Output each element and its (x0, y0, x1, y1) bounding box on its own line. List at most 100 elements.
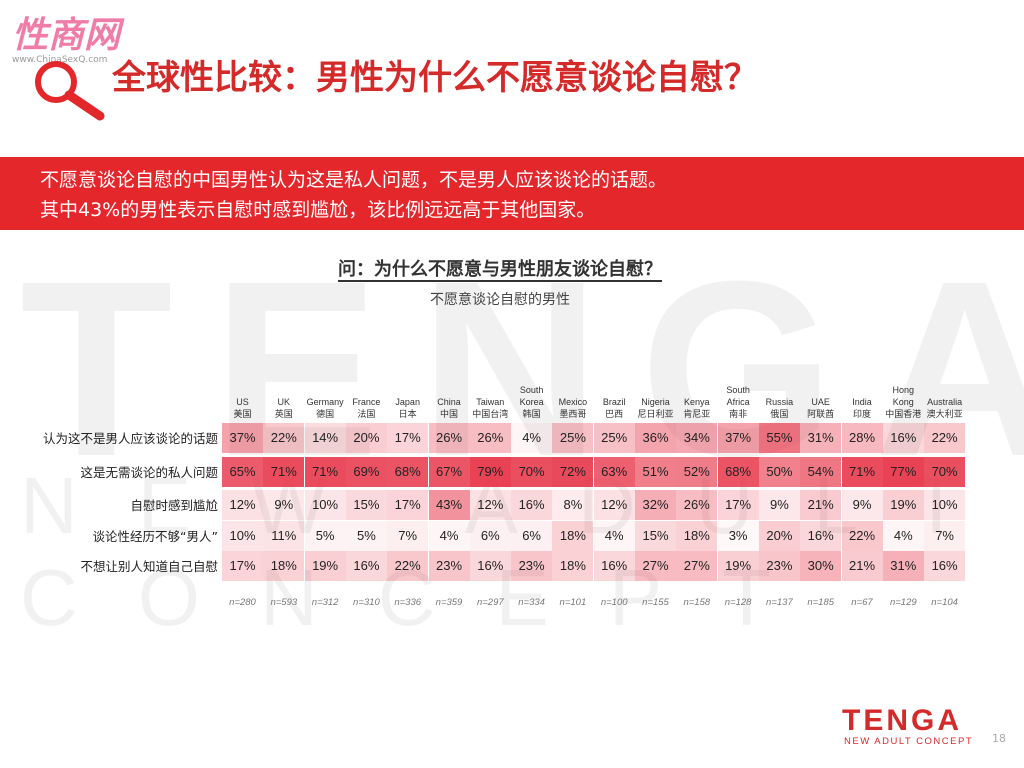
column-en: South Africa (726, 385, 750, 407)
column-cn: 韩国 (522, 409, 541, 419)
table-cell: 3% (718, 521, 759, 551)
column-header: India 印度 (842, 380, 883, 420)
table-cell: 7% (924, 521, 966, 551)
table-cell: 4% (428, 521, 470, 551)
table-cell: 27% (676, 551, 718, 581)
column-cn: 法国 (357, 409, 376, 419)
banner-line: 不愿意谈论自慰的中国男性认为这是私人问题，不是男人应该谈论的话题。 (40, 169, 668, 191)
sample-size: n=129 (889, 597, 917, 608)
table-cell: 55% (758, 423, 800, 453)
table-cell: 23% (758, 551, 800, 581)
table-cell: 31% (800, 423, 842, 453)
table-cell: 18% (263, 551, 305, 581)
summary-banner: 不愿意谈论自慰的中国男性认为这是私人问题，不是男人应该谈论的话题。 其中43%的… (0, 157, 1024, 230)
sample-size: n=359 (435, 597, 463, 608)
table-cell: 19% (882, 490, 924, 520)
table-cell: 34% (676, 423, 718, 453)
column-header: China 中国 (429, 380, 470, 420)
table-cell: 12% (469, 490, 511, 520)
table-cell: 30% (800, 551, 842, 581)
table-subtitle: 不愿意谈论自慰的男性 (430, 292, 570, 308)
column-header: Australia 澳大利亚 (924, 380, 965, 420)
table-cell: 26% (428, 423, 470, 453)
column-en: Hong Kong (892, 385, 915, 407)
table-cell: 22% (387, 551, 429, 581)
table-cell: 37% (222, 423, 263, 453)
table-cell: 15% (635, 521, 676, 551)
column-header: Kenya 肯尼亚 (676, 380, 717, 420)
sample-size: n=336 (394, 597, 422, 608)
row-label: 不想让别人知道自己自慰 (80, 559, 218, 574)
column-header: Hong Kong 中国香港 (883, 380, 924, 420)
table-cell: 16% (924, 551, 966, 581)
column-en: Russia (765, 397, 794, 407)
sample-size: n=104 (931, 597, 958, 608)
column-header: US 美国 (222, 380, 263, 420)
table-cell: 17% (387, 490, 429, 520)
table-cell: 18% (676, 521, 718, 551)
column-cn: 英国 (274, 409, 293, 419)
column-cn: 澳大利亚 (926, 409, 963, 419)
table-cell: 15% (345, 490, 387, 520)
column-en: India (852, 397, 872, 407)
table-cell: 16% (882, 423, 924, 453)
row-label: 谈论性经历不够“男人” (92, 529, 218, 544)
column-header: South Africa 南非 (718, 380, 759, 420)
row-label: 认为这不是男人应该谈论的话题 (42, 431, 218, 446)
table-cell: 23% (428, 551, 470, 581)
column-cn: 肯尼亚 (683, 409, 711, 419)
table-cell: 22% (924, 423, 966, 453)
column-en: Germany (306, 397, 344, 407)
sample-size: n=137 (766, 597, 793, 608)
column-en: US (236, 397, 249, 407)
table-cell: 17% (222, 551, 263, 581)
column-cn: 中国香港 (885, 409, 922, 419)
table-cell: 12% (593, 490, 635, 520)
table-cell: 31% (882, 551, 924, 581)
table-cell: 22% (841, 521, 883, 551)
sample-size: n=158 (683, 597, 711, 608)
column-en: Brazil (602, 397, 626, 407)
table-cell: 27% (635, 551, 676, 581)
sample-size: n=185 (807, 597, 835, 608)
table-cell: 11% (263, 521, 305, 551)
sample-size: n=67 (851, 597, 873, 608)
column-en: Kenya (684, 397, 710, 407)
table-cell: 79% (469, 457, 511, 487)
table-cell: 4% (593, 521, 635, 551)
question: 问：为什么不愿意与男性朋友谈论自慰？ (0, 255, 1000, 282)
column-cn: 中国台湾 (472, 409, 509, 419)
sample-size: n=334 (518, 597, 545, 608)
table-cell: 19% (304, 551, 346, 581)
table-cell: 16% (345, 551, 387, 581)
column-header: Germany 德国 (305, 380, 346, 420)
column-en: UK (277, 397, 291, 407)
table-cell: 20% (758, 521, 800, 551)
column-en: UAE (811, 397, 830, 407)
column-en: Nigeria (641, 397, 670, 407)
table-cell: 23% (511, 551, 553, 581)
column-en: Japan (395, 397, 420, 407)
sample-size: n=312 (311, 597, 339, 608)
table-cell: 8% (552, 490, 594, 520)
table-cell: 36% (635, 423, 676, 453)
row-label: 这是无需谈论的私人问题 (80, 465, 218, 480)
column-cn: 中国 (439, 409, 458, 419)
banner-line: 其中43%的男性表示自慰时感到尴尬，该比例远远高于其他国家。 (40, 199, 596, 221)
table-cell: 20% (345, 423, 387, 453)
column-header: Mexico 墨西哥 (552, 380, 593, 420)
table-cell: 10% (222, 521, 263, 551)
table-cell: 18% (552, 521, 594, 551)
column-header: UAE 阿联酋 (800, 380, 841, 420)
table-cell: 25% (552, 423, 594, 453)
column-header: Japan 日本 (387, 380, 428, 420)
question-text: 问：为什么不愿意与男性朋友谈论自慰？ (338, 259, 662, 282)
sample-size: n=297 (476, 597, 504, 608)
table-cell: 72% (552, 457, 594, 487)
table-cell: 10% (304, 490, 346, 520)
table-cell: 12% (222, 490, 263, 520)
column-en: Taiwan (476, 397, 505, 407)
table-cell: 16% (800, 521, 842, 551)
sample-size: n=593 (270, 597, 298, 608)
